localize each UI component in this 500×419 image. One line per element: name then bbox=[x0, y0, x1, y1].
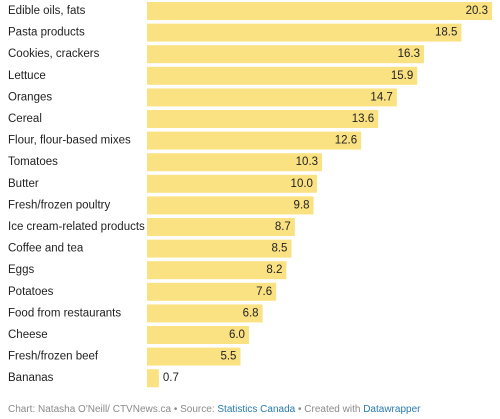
category-label: Cereal bbox=[8, 113, 42, 125]
category-label: Ice cream-related products bbox=[8, 221, 145, 233]
value-label: 10.3 bbox=[296, 156, 318, 168]
tool-separator: • Created with bbox=[295, 404, 364, 415]
bar bbox=[147, 23, 462, 42]
bar bbox=[147, 174, 317, 193]
category-label: Butter bbox=[8, 178, 39, 190]
category-label: Fresh/frozen poultry bbox=[8, 199, 111, 211]
category-label: Coffee and tea bbox=[8, 243, 84, 255]
category-label: Oranges bbox=[8, 91, 52, 103]
value-label: 18.5 bbox=[435, 27, 457, 39]
value-label: 20.3 bbox=[466, 5, 488, 17]
bar bbox=[147, 239, 292, 258]
value-label: 13.6 bbox=[352, 113, 374, 125]
bar-chart: Edible oils, fats 20.3 Pasta products 18.5 C… bbox=[8, 2, 492, 388]
bar bbox=[147, 45, 425, 64]
chart-footer: Chart: Natasha O'Neill/ CTVNews.ca • Sou… bbox=[8, 404, 420, 416]
category-label: Flour, flour-based mixes bbox=[8, 135, 131, 147]
bar bbox=[147, 326, 249, 344]
bar bbox=[147, 2, 492, 20]
bar bbox=[147, 218, 295, 236]
category-label: Eggs bbox=[8, 264, 34, 276]
category-label: Cookies, crackers bbox=[8, 48, 100, 60]
value-label: 8.5 bbox=[271, 243, 287, 255]
bar bbox=[147, 66, 418, 85]
bar bbox=[147, 347, 241, 366]
category-label: Tomatoes bbox=[8, 156, 58, 168]
value-label: 12.6 bbox=[335, 135, 357, 147]
datawrapper-link[interactable]: Datawrapper bbox=[363, 404, 421, 415]
value-label: 15.9 bbox=[391, 70, 413, 82]
category-label: Cheese bbox=[8, 329, 48, 341]
value-label: 10.0 bbox=[291, 178, 313, 190]
value-label: 8.7 bbox=[275, 221, 291, 233]
bar bbox=[147, 304, 263, 323]
category-label: Lettuce bbox=[8, 70, 46, 82]
bar bbox=[147, 153, 323, 172]
value-label: 5.5 bbox=[220, 351, 236, 363]
bar bbox=[147, 88, 397, 107]
source-separator: • Source: bbox=[171, 404, 218, 415]
bar bbox=[147, 261, 287, 280]
category-label: Bananas bbox=[8, 372, 54, 384]
source-link[interactable]: Statistics Canada bbox=[217, 404, 296, 415]
value-label: 6.0 bbox=[229, 329, 245, 341]
value-label: 7.6 bbox=[256, 286, 272, 298]
category-label: Fresh/frozen beef bbox=[8, 351, 99, 363]
category-label: Food from restaurants bbox=[8, 307, 121, 319]
bar bbox=[147, 282, 277, 301]
bar bbox=[147, 131, 362, 150]
category-label: Pasta products bbox=[8, 27, 85, 39]
value-label: 0.7 bbox=[163, 372, 179, 384]
value-label: 14.7 bbox=[370, 91, 392, 103]
bar bbox=[147, 369, 159, 388]
bar bbox=[147, 196, 314, 215]
value-label: 9.8 bbox=[294, 199, 310, 211]
category-label: Edible oils, fats bbox=[8, 5, 86, 17]
value-label: 8.2 bbox=[266, 264, 282, 276]
value-label: 16.3 bbox=[398, 48, 420, 60]
value-label: 6.8 bbox=[243, 307, 259, 319]
chart-credit: Chart: Natasha O'Neill/ CTVNews.ca bbox=[8, 404, 172, 415]
bar bbox=[147, 110, 379, 128]
category-label: Potatoes bbox=[8, 286, 54, 298]
